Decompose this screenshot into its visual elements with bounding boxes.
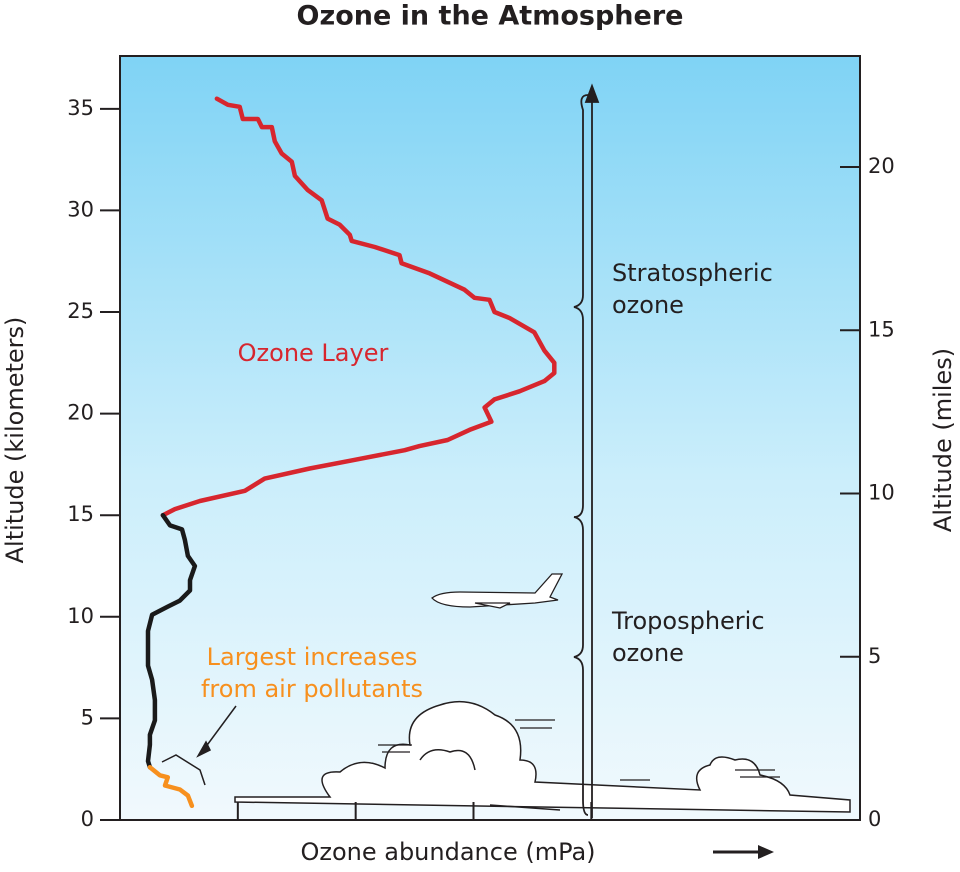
annotation: ozone	[612, 639, 684, 667]
ozone-profile	[145, 512, 198, 770]
y-tick-label: 20	[67, 401, 94, 425]
bracket	[573, 83, 600, 818]
y2-tick-label: 0	[868, 807, 881, 831]
y-tick-label: 5	[81, 705, 94, 729]
y2-tick-label: 15	[868, 317, 895, 341]
annotation: from air pollutants	[201, 675, 423, 703]
annotation: Largest increases	[207, 643, 418, 671]
pointer	[161, 705, 237, 786]
y-axis-label: Altitude (kilometers)	[1, 317, 29, 564]
cloud-streaks	[378, 719, 780, 781]
y2-axis-label: Altitude (miles)	[929, 348, 957, 532]
annotation: Stratospheric	[612, 259, 773, 287]
chart-title: Ozone in the Atmosphere	[297, 1, 684, 32]
ozone-profile	[160, 96, 557, 518]
annotation: Tropospheric	[611, 607, 765, 635]
y2-tick-label: 5	[868, 644, 881, 668]
plot-area	[119, 55, 861, 821]
ozone-profile	[147, 764, 195, 809]
y2-tick-label: 20	[868, 154, 895, 178]
y-tick-label: 10	[67, 604, 94, 628]
y-tick-label: 15	[67, 502, 94, 526]
y2-tick-label: 10	[868, 481, 895, 505]
airplane	[431, 573, 564, 609]
annotation: ozone	[612, 291, 684, 319]
y-tick-label: 25	[67, 299, 94, 323]
y-tick-label: 35	[67, 96, 94, 120]
x-axis-label: Ozone abundance (mPa)	[300, 838, 595, 866]
clouds	[234, 700, 851, 813]
y-tick-label: 0	[81, 807, 94, 831]
x-arrow	[713, 845, 774, 859]
y-tick-label: 30	[67, 197, 94, 221]
annotation: Ozone Layer	[238, 339, 389, 367]
